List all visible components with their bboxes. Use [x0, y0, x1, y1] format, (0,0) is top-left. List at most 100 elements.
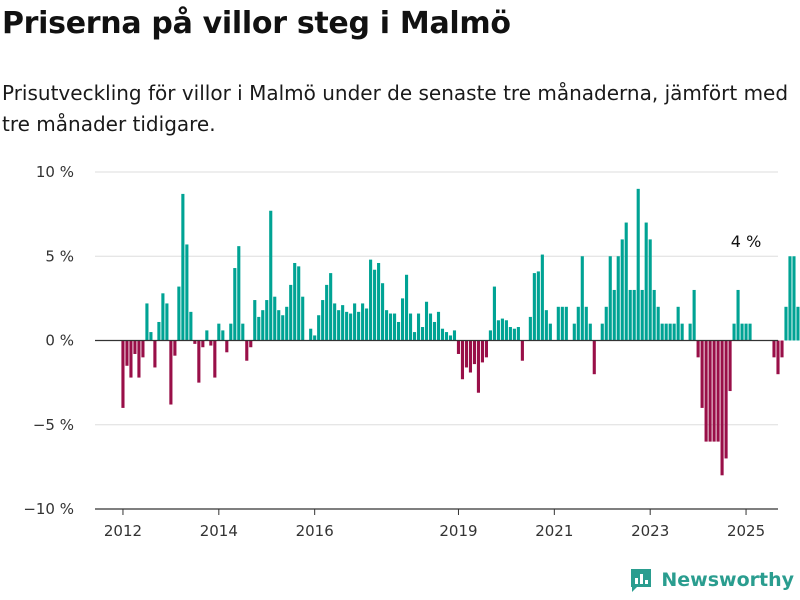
bar — [129, 340, 133, 378]
bar — [149, 332, 153, 341]
bar — [612, 289, 616, 341]
bar — [301, 296, 305, 341]
x-tick-label: 2021 — [535, 522, 573, 540]
bar — [772, 340, 776, 358]
bar — [724, 340, 728, 459]
bar — [404, 274, 409, 341]
bar — [536, 271, 540, 341]
bar — [776, 340, 780, 375]
bar — [121, 340, 125, 408]
x-tick-label: 2012 — [104, 522, 142, 540]
bar — [249, 340, 253, 348]
bar — [528, 316, 532, 341]
bar — [424, 301, 429, 341]
bar — [145, 303, 149, 341]
bar — [540, 254, 544, 341]
chart-title: Priserna på villor steg i Malmö — [2, 6, 511, 41]
bar — [468, 340, 473, 373]
bar — [321, 300, 325, 341]
bar — [325, 284, 329, 341]
bar — [137, 340, 141, 378]
y-tick-label: 0 % — [45, 332, 74, 350]
bar — [712, 340, 716, 442]
bar — [520, 340, 524, 361]
bar — [600, 323, 604, 341]
bar — [229, 323, 233, 341]
brand-name: Newsworthy — [661, 569, 794, 591]
bar — [708, 340, 712, 442]
bar — [185, 244, 189, 341]
bar — [201, 340, 205, 348]
bar — [580, 256, 584, 341]
bar — [420, 327, 425, 341]
bar — [496, 320, 500, 341]
x-tick-label: 2019 — [439, 522, 477, 540]
bar — [273, 296, 277, 341]
bar — [680, 323, 684, 341]
bar — [373, 269, 377, 341]
bar — [488, 330, 492, 341]
bar — [189, 311, 193, 341]
bar — [560, 306, 564, 341]
bar — [628, 289, 632, 341]
bar — [389, 313, 393, 341]
bar — [233, 268, 237, 341]
y-tick-label: −10 % — [23, 500, 74, 518]
bar — [181, 193, 185, 341]
bar — [177, 286, 181, 341]
bar — [484, 340, 488, 358]
bar — [289, 284, 293, 341]
bar — [648, 239, 652, 341]
bar — [225, 340, 229, 353]
bar — [361, 303, 365, 341]
bar — [369, 259, 373, 341]
bar — [444, 332, 449, 341]
bar — [213, 340, 217, 378]
bar — [253, 300, 257, 341]
bar — [728, 340, 732, 392]
bar — [436, 311, 441, 341]
y-tick-label: −5 % — [33, 416, 74, 434]
bar — [141, 340, 145, 358]
brand-logo: Newsworthy — [629, 566, 794, 594]
bar — [257, 316, 261, 341]
bar — [508, 327, 512, 341]
bar — [205, 330, 209, 341]
bar — [784, 306, 788, 341]
bar — [780, 340, 784, 358]
x-tick-label: 2023 — [631, 522, 669, 540]
bar — [193, 340, 197, 344]
bar — [393, 313, 397, 341]
bar — [125, 340, 129, 366]
bar — [261, 310, 265, 341]
bar — [397, 321, 401, 341]
bar — [480, 340, 484, 363]
bar — [544, 310, 548, 341]
bar — [732, 323, 736, 341]
bar — [604, 306, 608, 341]
bar — [788, 256, 792, 341]
bar — [345, 311, 349, 341]
bars — [121, 188, 800, 476]
bar — [341, 305, 345, 341]
bar — [476, 340, 480, 393]
bar — [796, 306, 800, 341]
bar — [516, 327, 520, 341]
bar — [285, 306, 289, 341]
bar — [696, 340, 700, 358]
bar — [381, 283, 385, 341]
bar — [245, 340, 249, 361]
last-value-annotation: 4 % — [731, 232, 761, 251]
bar — [157, 321, 161, 341]
bar — [660, 323, 664, 341]
bar — [377, 262, 381, 341]
bar — [792, 256, 796, 341]
bar — [700, 340, 704, 408]
bar — [512, 328, 516, 341]
bar — [692, 289, 696, 341]
bar — [716, 340, 720, 442]
bar — [385, 310, 389, 341]
y-tick-label: 10 % — [36, 163, 74, 181]
bar — [329, 273, 333, 341]
bar — [265, 300, 269, 341]
